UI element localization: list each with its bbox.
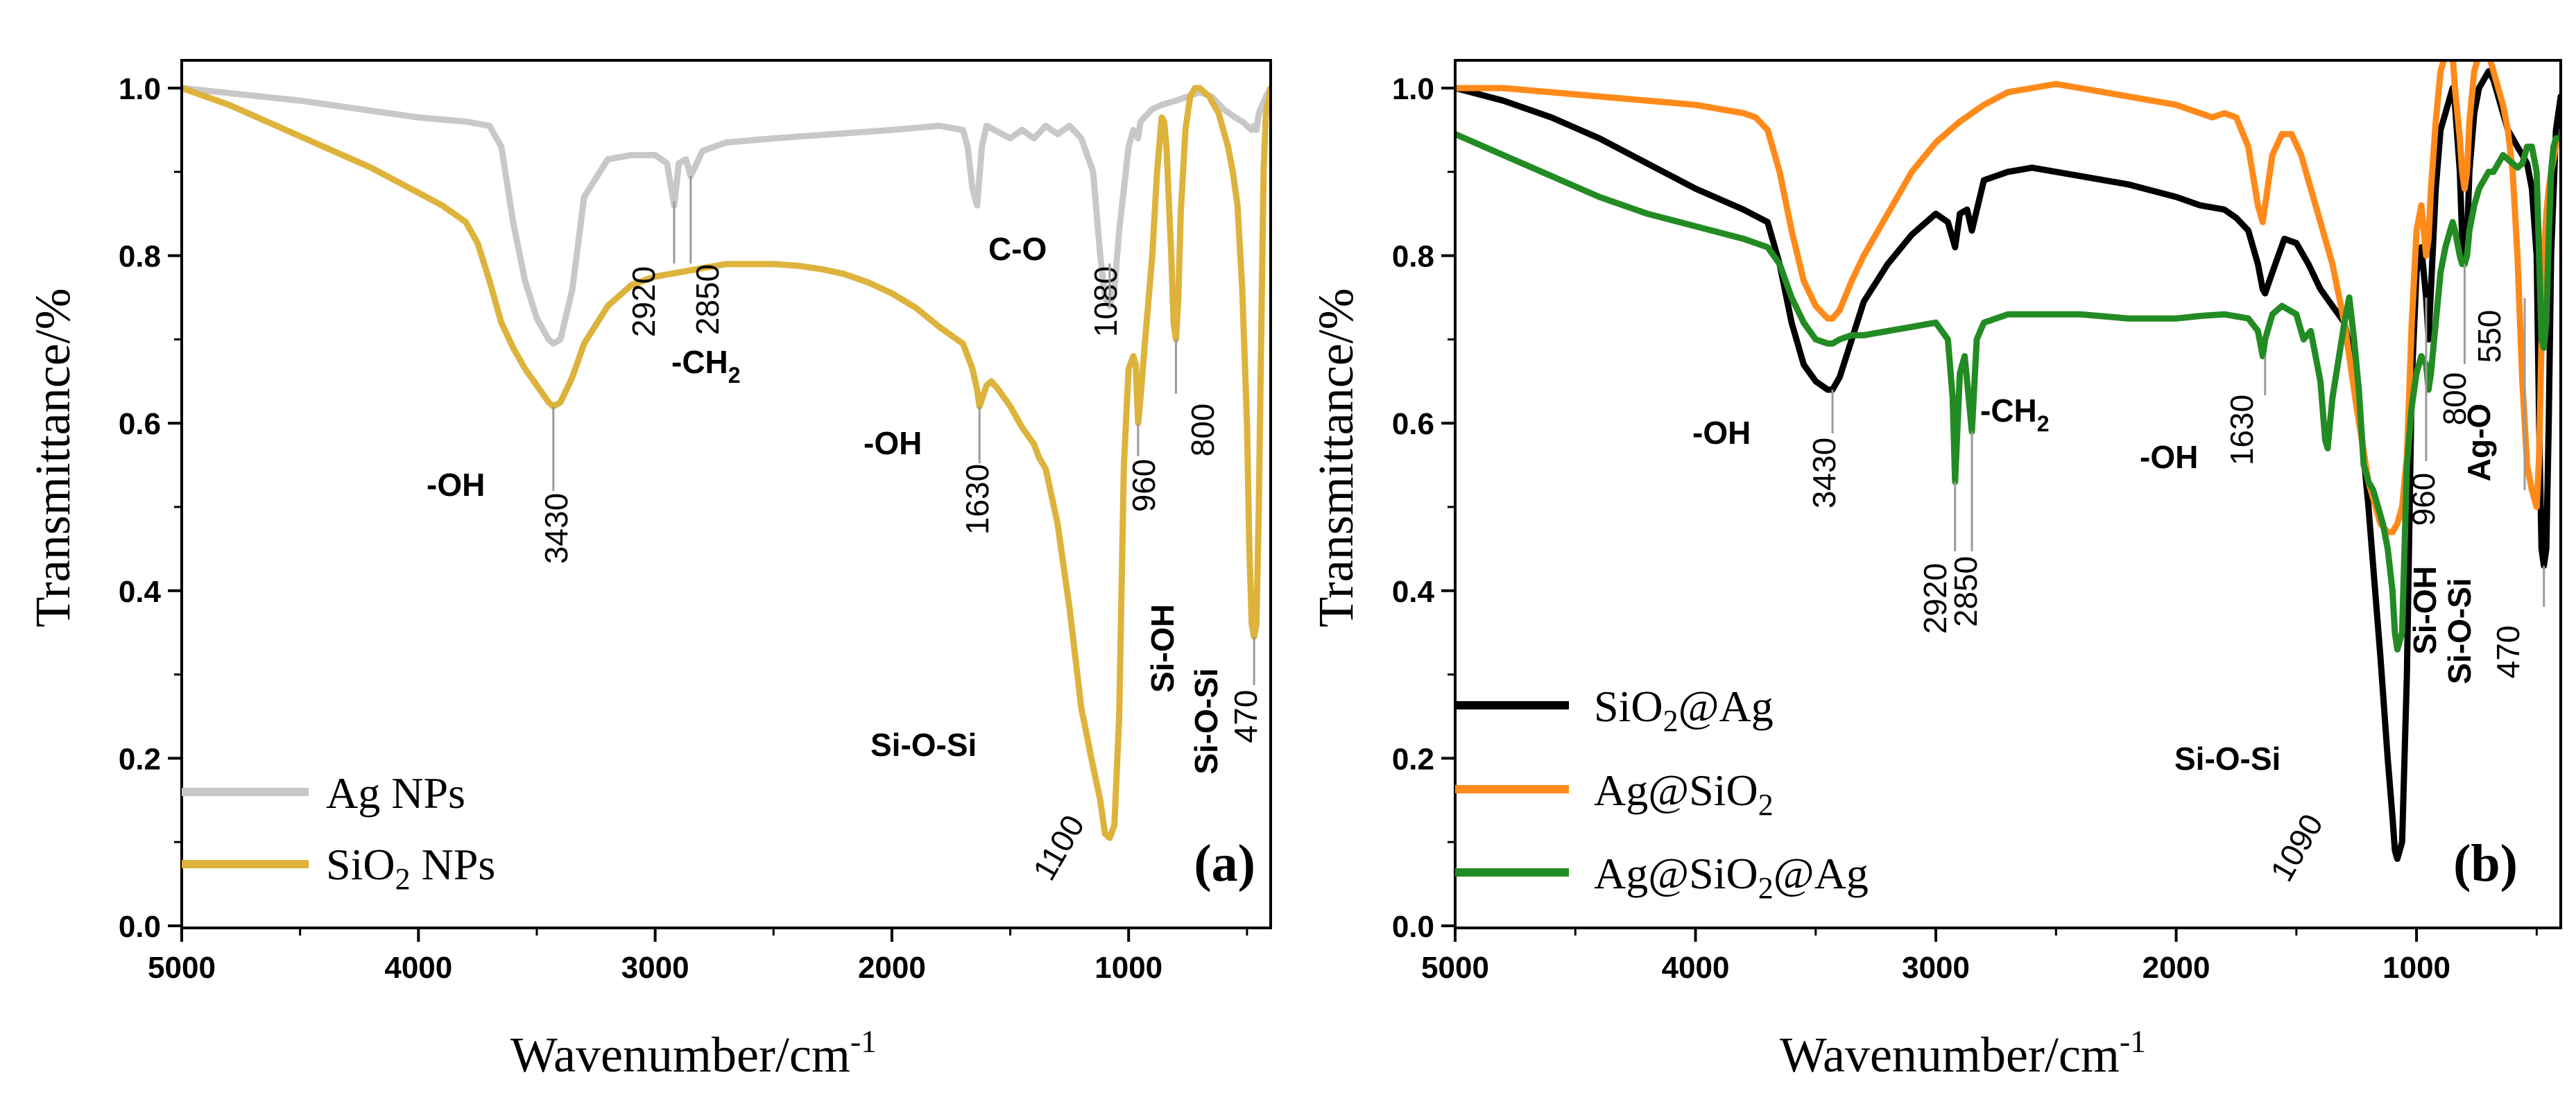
x-tick-label-a-2000: 2000 bbox=[858, 951, 926, 985]
legend-label-ag-nps: Ag NPs bbox=[326, 768, 465, 818]
y-tick-label-b-1: 1.0 bbox=[1392, 72, 1434, 106]
peak-label-1630-b: 1630 bbox=[2224, 395, 2260, 465]
peak-label-550-b: 550 bbox=[2471, 310, 2507, 363]
legend-label-sio2-ag-main: SiO bbox=[1594, 682, 1663, 731]
group-label-ch2-a: -CH2 bbox=[671, 344, 741, 388]
y-tick-label-a-0.4: 0.4 bbox=[119, 575, 162, 609]
plot-area-b: 5000 4000 3000 2000 1000 0.0 0.2 0.4 0.6 0.8 1.0 bbox=[1392, 59, 2562, 985]
legend-b: SiO2@Ag Ag@SiO2 Ag@SiO2@Ag bbox=[1455, 682, 1869, 905]
panel-label-b: (b) bbox=[2453, 834, 2518, 893]
panel-b: 5000 4000 3000 2000 1000 0.0 0.2 0.4 0.6 0.8 1.0 T… bbox=[1308, 59, 2562, 1083]
peak-label-3430-b: 3430 bbox=[1806, 438, 1842, 508]
group-label-si-o-si-b-side: Si-O-Si bbox=[2441, 578, 2478, 684]
legend-label-ag-sio2-ag-tail: @Ag bbox=[1774, 849, 1869, 898]
peak-label-960-b: 960 bbox=[2405, 473, 2441, 526]
group-label-ch2-b-main: -CH bbox=[1980, 393, 2037, 429]
y-tick-label-a-0: 0.0 bbox=[119, 910, 161, 944]
legend-label-ag-sio2-ag-sub: 2 bbox=[1758, 871, 1774, 905]
legend-label-ag-sio2-main: Ag@SiO bbox=[1594, 766, 1758, 815]
peak-label-960-a: 960 bbox=[1126, 459, 1162, 513]
group-label-oh-b2: -OH bbox=[2140, 439, 2198, 475]
group-label-oh-a2: -OH bbox=[864, 425, 922, 461]
legend-label-sio2-nps: SiO2 NPs bbox=[326, 840, 495, 896]
group-label-ch2-b-sub: 2 bbox=[2037, 411, 2050, 436]
x-tick-label-a-5000: 5000 bbox=[148, 951, 216, 985]
peak-label-2850-a: 2850 bbox=[689, 264, 725, 335]
x-tick-label-b-2000: 2000 bbox=[2143, 951, 2210, 985]
y-tick-label-a-1: 1.0 bbox=[119, 72, 161, 106]
x-tick-label-a-3000: 3000 bbox=[621, 951, 689, 985]
x-axis-label-b-main: Wavenumber/cm bbox=[1780, 1027, 2120, 1083]
legend-label-sio2-nps-tail: NPs bbox=[411, 840, 496, 889]
legend-label-sio2-nps-sub: 2 bbox=[395, 862, 411, 896]
group-label-si-oh-b: Si-OH bbox=[2407, 566, 2443, 655]
group-label-si-o-si-a-side: Si-O-Si bbox=[1188, 668, 1224, 774]
y-tick-label-a-0.6: 0.6 bbox=[119, 407, 161, 441]
panel-label-a: (a) bbox=[1194, 834, 1255, 893]
plot-frame-b bbox=[1454, 59, 2562, 929]
y-axis-label-a: Transmittance/% bbox=[25, 288, 80, 627]
peak-label-1630-a: 1630 bbox=[959, 464, 995, 535]
peak-label-800-b: 800 bbox=[2437, 372, 2473, 426]
group-label-oh-a1: -OH bbox=[427, 467, 485, 503]
legend-label-ag-sio2-ag-main: Ag@SiO bbox=[1594, 849, 1758, 898]
x-tick-label-a-4000: 4000 bbox=[384, 951, 452, 985]
peak-label-2920-a: 2920 bbox=[626, 266, 662, 337]
x-tick-label-b-4000: 4000 bbox=[1662, 951, 1730, 985]
legend-label-ag-sio2-sub: 2 bbox=[1758, 788, 1774, 822]
x-axis-label-a: Wavenumber/cm-1 bbox=[510, 1024, 877, 1083]
x-tick-label-b-1000: 1000 bbox=[2382, 951, 2450, 985]
y-tick-label-b-0.6: 0.6 bbox=[1392, 407, 1434, 441]
series-line-b-2 bbox=[1455, 130, 2561, 653]
group-label-co-a: C-O bbox=[988, 231, 1047, 267]
group-label-ag-o-b: Ag-O bbox=[2461, 404, 2497, 481]
x-tick-label-a-1000: 1000 bbox=[1094, 951, 1162, 985]
legend-label-sio2-ag: SiO2@Ag bbox=[1594, 682, 1774, 738]
group-label-si-o-si-a-main: Si-O-Si bbox=[870, 727, 977, 763]
group-label-ch2-b: -CH2 bbox=[1980, 393, 2050, 436]
group-label-ch2-a-main: -CH bbox=[671, 344, 728, 380]
peak-label-1080-a: 1080 bbox=[1088, 266, 1124, 337]
group-label-oh-b1: -OH bbox=[1692, 415, 1751, 451]
y-tick-label-b-0.4: 0.4 bbox=[1392, 575, 1435, 609]
y-tick-label-b-0.2: 0.2 bbox=[1392, 742, 1434, 776]
y-tick-label-b-0: 0.0 bbox=[1392, 910, 1434, 944]
group-label-ch2-a-sub: 2 bbox=[728, 363, 741, 388]
x-tick-label-b-5000: 5000 bbox=[1421, 951, 1489, 985]
peak-label-470-a: 470 bbox=[1228, 690, 1264, 743]
plot-frame-a bbox=[180, 59, 1272, 929]
panel-a: 5000 4000 3000 2000 1000 0.0 0.2 0.4 0.6 0.8 1.0 T… bbox=[25, 59, 1272, 1083]
x-axis-label-b-sup: -1 bbox=[2120, 1024, 2146, 1059]
peak-label-2920-b: 2920 bbox=[1917, 563, 1953, 634]
legend-label-ag-sio2: Ag@SiO2 bbox=[1594, 766, 1774, 822]
peak-label-2850-b: 2850 bbox=[1948, 556, 1984, 627]
legend-label-sio2-nps-main: SiO bbox=[326, 840, 395, 889]
legend-label-sio2-ag-tail: @Ag bbox=[1678, 682, 1774, 731]
legend-a: Ag NPs SiO2 NPs bbox=[182, 768, 495, 896]
y-tick-label-b-0.8: 0.8 bbox=[1392, 240, 1434, 274]
legend-label-ag-sio2-ag: Ag@SiO2@Ag bbox=[1594, 849, 1869, 905]
x-axis-label-a-sup: -1 bbox=[850, 1024, 877, 1059]
legend-label-sio2-ag-sub: 2 bbox=[1663, 704, 1678, 738]
peak-label-3430-a: 3430 bbox=[538, 493, 574, 564]
plot-area-a: 5000 4000 3000 2000 1000 0.0 0.2 0.4 0.6 0.8 1.0 bbox=[119, 59, 1272, 985]
peak-label-800-a: 800 bbox=[1185, 404, 1221, 457]
group-label-si-o-si-b-main: Si-O-Si bbox=[2174, 741, 2281, 777]
x-axis-label-a-main: Wavenumber/cm bbox=[510, 1027, 850, 1083]
x-tick-label-b-3000: 3000 bbox=[1902, 951, 1970, 985]
y-axis-label-b: Transmittance/% bbox=[1308, 288, 1364, 627]
x-axis-label-b: Wavenumber/cm-1 bbox=[1780, 1024, 2146, 1083]
peak-label-470-b: 470 bbox=[2490, 626, 2526, 679]
y-tick-label-a-0.8: 0.8 bbox=[119, 240, 161, 274]
series-line-a-1 bbox=[182, 85, 1271, 841]
group-label-si-oh-a: Si-OH bbox=[1144, 604, 1180, 693]
y-tick-label-a-0.2: 0.2 bbox=[119, 742, 161, 776]
